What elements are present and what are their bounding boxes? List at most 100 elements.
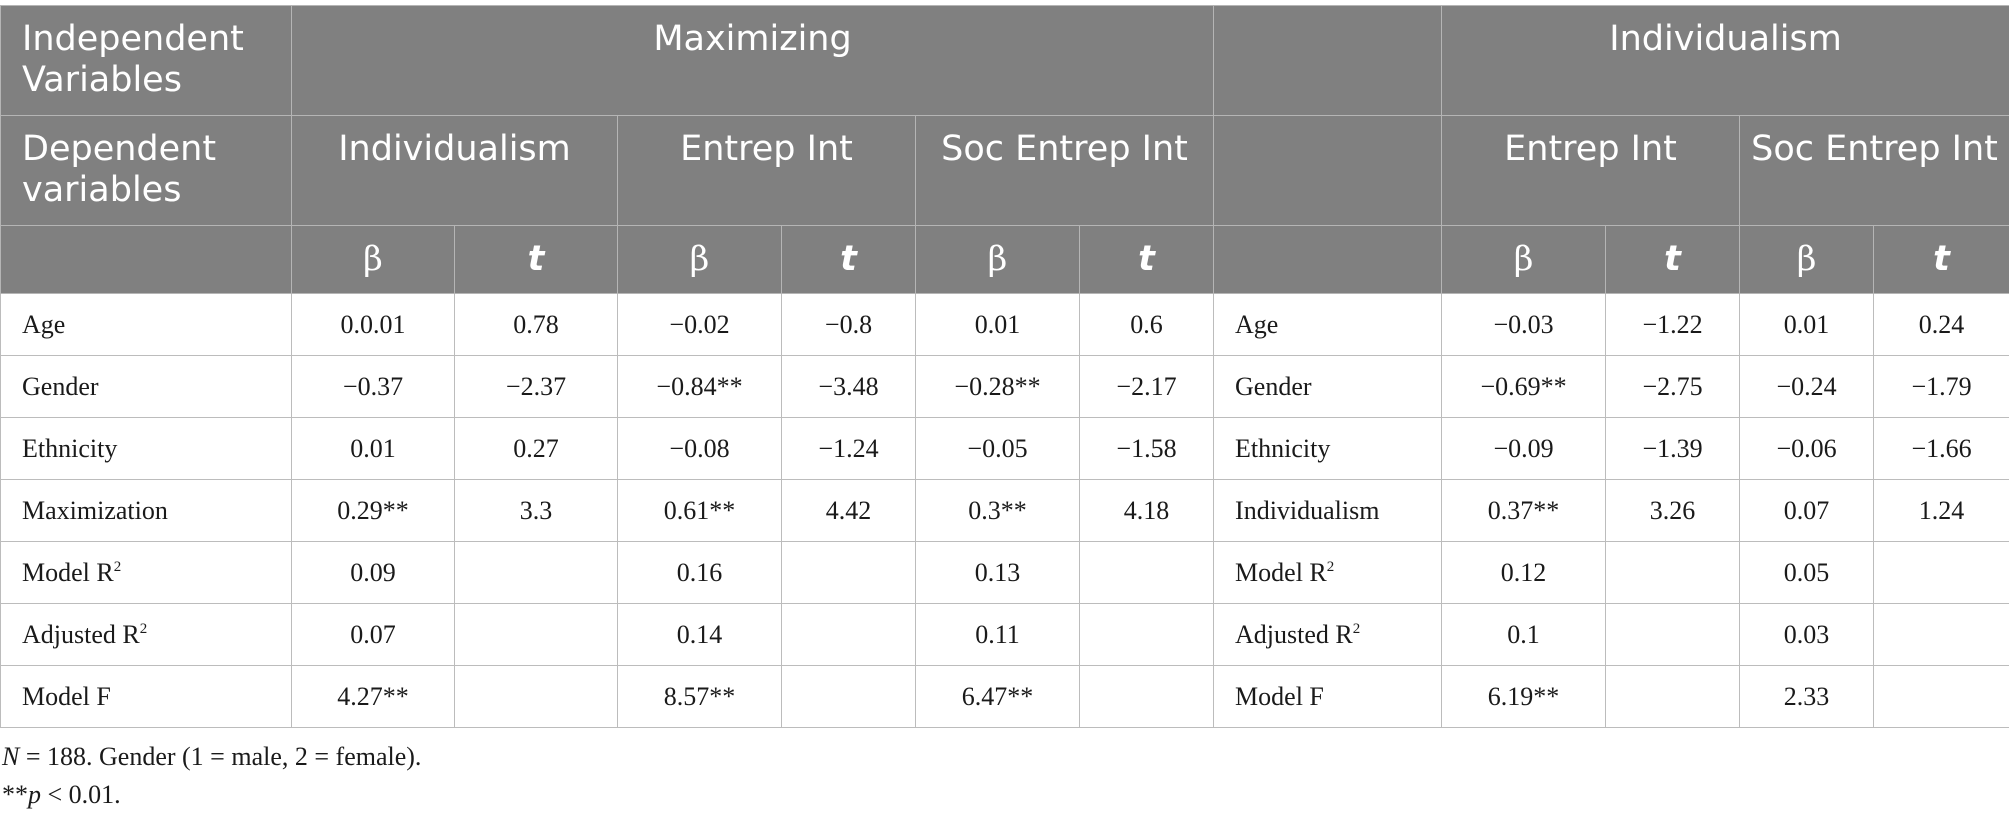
table-cell: 2.33	[1739, 665, 1875, 728]
dep-individualism: Individualism	[291, 115, 618, 226]
row-label: Age	[1213, 293, 1443, 356]
table-cell: −0.24	[1739, 355, 1875, 418]
group-spacer	[1213, 5, 1443, 116]
table-cell: 0.6	[1078, 293, 1215, 356]
table-cell: 0.07	[1739, 479, 1875, 542]
t-header: t	[1605, 225, 1741, 294]
row-label: Model F	[0, 665, 292, 728]
table-cell: 0.14	[617, 603, 782, 666]
table-body: Age 0.0.01 0.78 −0.02 −0.8 0.01 0.6 Age −0.03 −1.…	[0, 293, 2009, 728]
dep-spacer	[1213, 115, 1443, 226]
table-cell: 1.24	[1873, 479, 2009, 542]
table-row: Age 0.0.01 0.78 −0.02 −0.8 0.01 0.6 Age −0.03 −1.…	[0, 293, 2009, 356]
table-cell: 0.09	[291, 541, 455, 604]
table-cell: 0.0.01	[291, 293, 455, 356]
table-cell: 0.78	[454, 293, 618, 356]
table-cell	[1078, 541, 1215, 604]
group-individualism: Individualism	[1441, 5, 2009, 116]
note-significance: **p < 0.01.	[2, 780, 121, 809]
table-cell	[454, 603, 618, 666]
t-header: t	[781, 225, 916, 294]
row-label: Adjusted R2	[1213, 603, 1443, 666]
table-cell: 0.11	[915, 603, 1080, 666]
table-cell: 0.01	[915, 293, 1080, 356]
table-cell: −0.09	[1441, 417, 1607, 480]
t-header: t	[1078, 225, 1215, 294]
table-row: Adjusted R2 0.07 0.14 0.11 Adjusted R2 0.1 0.0…	[0, 603, 2009, 666]
table-cell: 0.01	[291, 417, 455, 480]
table-cell: 3.26	[1605, 479, 1741, 542]
table-cell: 0.05	[1739, 541, 1875, 604]
table-cell: −0.03	[1441, 293, 1607, 356]
table-cell: 0.01	[1739, 293, 1875, 356]
table-cell	[781, 665, 916, 728]
table-cell: 0.07	[291, 603, 455, 666]
beta-header: β	[1441, 225, 1607, 294]
table-cell	[1873, 541, 2009, 604]
table-cell: 6.19**	[1441, 665, 1607, 728]
table-cell: 0.12	[1441, 541, 1607, 604]
table-row: Maximization 0.29** 3.3 0.61** 4.42 0.3** 4.18…	[0, 479, 2009, 542]
group-maximizing: Maximizing	[290, 5, 1215, 116]
table-notes: N = 188. Gender (1 = male, 2 = female). …	[2, 738, 421, 814]
dep-soc-entrep-int-2: Soc Entrep Int	[1739, 115, 2009, 226]
table-row: Gender −0.37 −2.37 −0.84** −3.48 −0.28** −2.17…	[0, 355, 2009, 418]
table-cell: 4.42	[781, 479, 916, 542]
row-label: Gender	[1213, 355, 1443, 418]
table-cell	[1605, 665, 1741, 728]
beta-header: β	[617, 225, 782, 294]
independent-variables-label: Independent Variables	[0, 5, 292, 116]
beta-header: β	[915, 225, 1080, 294]
header-row-independent: Independent Variables Maximizing Individ…	[0, 5, 2009, 116]
table-cell: 0.24	[1873, 293, 2009, 356]
table-cell	[1873, 665, 2009, 728]
dep-soc-entrep-int-1: Soc Entrep Int	[914, 115, 1215, 226]
table-cell: 0.37**	[1441, 479, 1607, 542]
table-cell: −0.08	[617, 417, 782, 480]
table-cell: −1.22	[1605, 293, 1741, 356]
table-cell: 0.29**	[291, 479, 455, 542]
table-cell: 8.57**	[617, 665, 782, 728]
row-label: Age	[0, 293, 292, 356]
table-cell	[781, 541, 916, 604]
t-header: t	[1873, 225, 2009, 294]
table-cell: 0.16	[617, 541, 782, 604]
table-cell: −0.06	[1739, 417, 1875, 480]
table-cell: −3.48	[781, 355, 916, 418]
row-label: Adjusted R2	[0, 603, 292, 666]
dep-entrep-int-1: Entrep Int	[617, 115, 916, 226]
table-cell: −2.75	[1605, 355, 1741, 418]
table-cell: 0.27	[454, 417, 618, 480]
row-label: Ethnicity	[0, 417, 292, 480]
header-row-stats: β t β t β t β t β t	[0, 225, 2009, 294]
table-cell	[454, 541, 618, 604]
table-cell: 4.27**	[291, 665, 455, 728]
table-cell: −1.66	[1873, 417, 2009, 480]
table-cell: 6.47**	[915, 665, 1080, 728]
row-label: Gender	[0, 355, 292, 418]
table-cell: −0.8	[781, 293, 916, 356]
table-cell: −1.24	[781, 417, 916, 480]
stat-spacer-left	[0, 225, 292, 294]
table-cell: 0.03	[1739, 603, 1875, 666]
table-cell: 0.3**	[915, 479, 1080, 542]
table-cell: 4.18	[1078, 479, 1215, 542]
table-cell: −0.69**	[1441, 355, 1607, 418]
table-row: Model R2 0.09 0.16 0.13 Model R2 0.12 0.05	[0, 541, 2009, 604]
row-label: Model R2	[0, 541, 292, 604]
table-cell	[454, 665, 618, 728]
table-row: Ethnicity 0.01 0.27 −0.08 −1.24 −0.05 −1.58 Eth…	[0, 417, 2009, 480]
table-cell	[1605, 541, 1741, 604]
table-cell: −1.58	[1078, 417, 1215, 480]
table-cell: −0.84**	[617, 355, 782, 418]
table-cell: −0.05	[915, 417, 1080, 480]
table-cell	[1078, 603, 1215, 666]
header-row-dependent: Dependent variables Individualism Entrep…	[0, 115, 2009, 226]
table-cell: 0.13	[915, 541, 1080, 604]
table-wrapper: Independent Variables Maximizing Individ…	[0, 5, 2009, 728]
table-cell: −0.37	[291, 355, 455, 418]
table-cell	[1605, 603, 1741, 666]
table-cell: −0.02	[617, 293, 782, 356]
table-cell	[1873, 603, 2009, 666]
dep-entrep-int-2: Entrep Int	[1441, 115, 1741, 226]
